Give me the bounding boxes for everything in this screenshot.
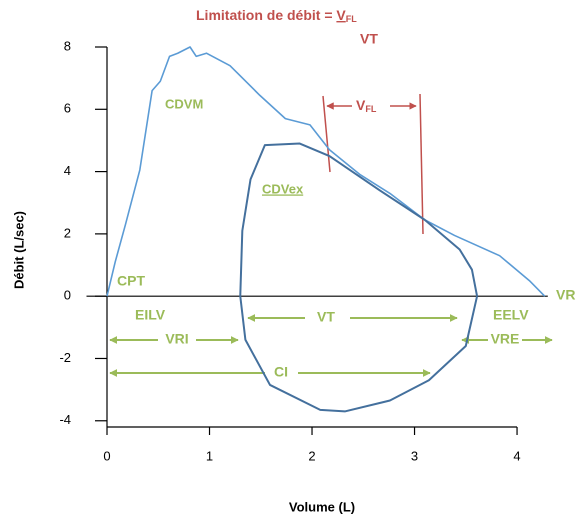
title-num: V <box>336 7 346 23</box>
y-tick-label: 8 <box>64 38 71 53</box>
title-den: VT <box>360 31 378 47</box>
vri-label: VRI <box>165 331 188 347</box>
title-text: Limitation de débit = <box>196 7 336 23</box>
vfl-line <box>419 93 424 235</box>
vt-label: VT <box>317 309 335 325</box>
y-tick-label: 2 <box>64 225 71 240</box>
y-tick-label: 0 <box>64 288 71 303</box>
cpt-label: CPT <box>117 273 145 289</box>
x-tick-label: 0 <box>103 448 110 463</box>
y-tick-label: 6 <box>64 101 71 116</box>
vre-label: VRE <box>491 331 520 347</box>
eelv-label: EELV <box>493 307 529 323</box>
y-axis-label: Débit (L/sec) <box>11 211 26 289</box>
eilv-label: EILV <box>135 307 166 323</box>
y-tick-label: -2 <box>59 350 71 365</box>
x-tick-label: 1 <box>206 448 213 463</box>
x-tick-label: 3 <box>411 448 418 463</box>
y-tick-label: -4 <box>59 412 71 427</box>
vfl-label: VFL <box>356 97 377 115</box>
ci-label: CI <box>274 364 288 380</box>
vfl-sub: FL <box>365 104 376 114</box>
series-label: CDVex <box>262 181 304 196</box>
series-label: CDVM <box>165 96 203 111</box>
curve <box>106 46 546 297</box>
vfl-line <box>322 95 331 173</box>
vfl: V <box>356 97 366 113</box>
x-axis-label: Volume (L) <box>289 499 355 514</box>
x-tick-label: 2 <box>308 448 315 463</box>
chart-title: Limitation de débit = VFL <box>196 7 357 25</box>
x-tick-label: 4 <box>513 448 520 463</box>
y-tick-label: 4 <box>64 163 71 178</box>
vr-label: VR <box>556 287 575 303</box>
title-num-sub: FL <box>346 14 357 24</box>
curve <box>239 142 479 413</box>
